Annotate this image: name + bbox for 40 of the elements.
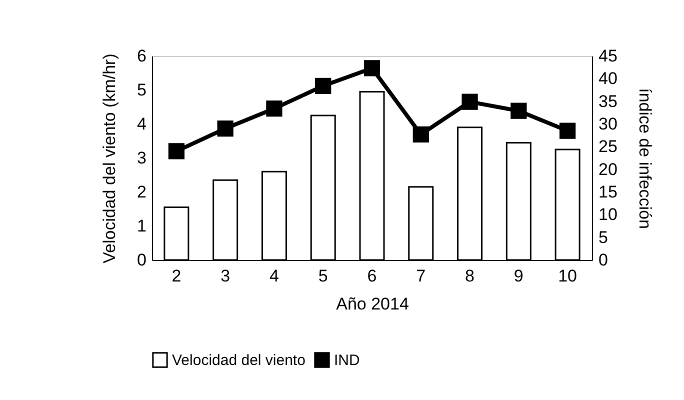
point	[266, 100, 282, 117]
y2-tick-label: 30	[598, 114, 618, 134]
y2-tick-label: 10	[598, 205, 618, 224]
y2-tick-label: 45	[598, 46, 618, 66]
x-tick-label: 3	[220, 266, 230, 286]
x-tick-label: 5	[318, 266, 328, 286]
y2-axis-title: índice de infección	[635, 88, 654, 229]
point	[364, 60, 380, 76]
y2-tick-label: 35	[598, 92, 618, 111]
point	[315, 78, 332, 94]
legend-label: IND	[334, 352, 360, 369]
y-tick-label: 1	[137, 216, 146, 236]
point	[559, 122, 576, 139]
point	[168, 143, 185, 160]
x-tick-label: 6	[367, 266, 377, 286]
y2-tick-label: 25	[598, 137, 618, 156]
y-tick-label: 5	[137, 80, 146, 100]
y2-tick-label: 0	[598, 250, 608, 270]
y-tick-label: 2	[137, 182, 146, 202]
x-axis-title: Año 2014	[336, 294, 409, 314]
point	[462, 94, 478, 110]
y2-tick-label: 5	[598, 228, 608, 247]
legend-label: Velocidad del viento	[172, 352, 306, 369]
y2-tick-label: 40	[598, 69, 618, 88]
x-tick-label: 2	[172, 266, 182, 286]
point	[412, 126, 429, 142]
y-tick-label: 0	[137, 250, 146, 270]
x-tick-label: 9	[514, 266, 524, 286]
y-tick-label: 3	[137, 148, 146, 168]
x-tick-label: 4	[269, 266, 279, 286]
y-tick-label: 6	[137, 46, 146, 66]
x-tick-label: 7	[416, 266, 426, 286]
y2-tick-label: 15	[598, 182, 618, 202]
point	[217, 120, 234, 137]
y-tick-label: 4	[137, 114, 146, 134]
y2-tick-label: 20	[598, 160, 618, 179]
y-axis-title: Velocidad del viento (km/hr)	[100, 54, 120, 264]
point	[510, 102, 527, 119]
x-tick-label: 10	[558, 266, 578, 286]
x-tick-label: 8	[465, 266, 475, 286]
